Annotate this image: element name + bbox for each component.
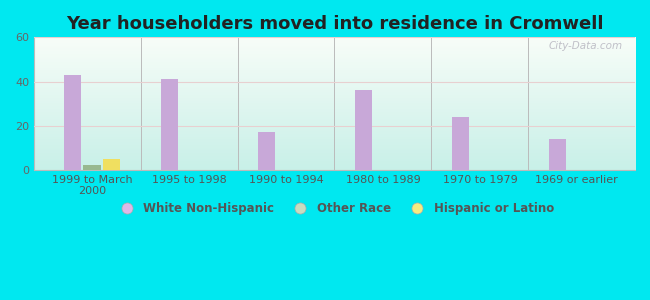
Legend: White Non-Hispanic, Other Race, Hispanic or Latino: White Non-Hispanic, Other Race, Hispanic… bbox=[111, 197, 558, 220]
Title: Year householders moved into residence in Cromwell: Year householders moved into residence i… bbox=[66, 15, 603, 33]
Bar bbox=[64, 75, 81, 170]
Bar bbox=[452, 117, 469, 170]
Text: City-Data.com: City-Data.com bbox=[549, 41, 623, 51]
Bar bbox=[355, 90, 372, 170]
Bar bbox=[83, 166, 101, 170]
Bar bbox=[161, 79, 178, 170]
Bar bbox=[549, 139, 566, 170]
Bar bbox=[103, 159, 120, 170]
Bar bbox=[258, 132, 276, 170]
